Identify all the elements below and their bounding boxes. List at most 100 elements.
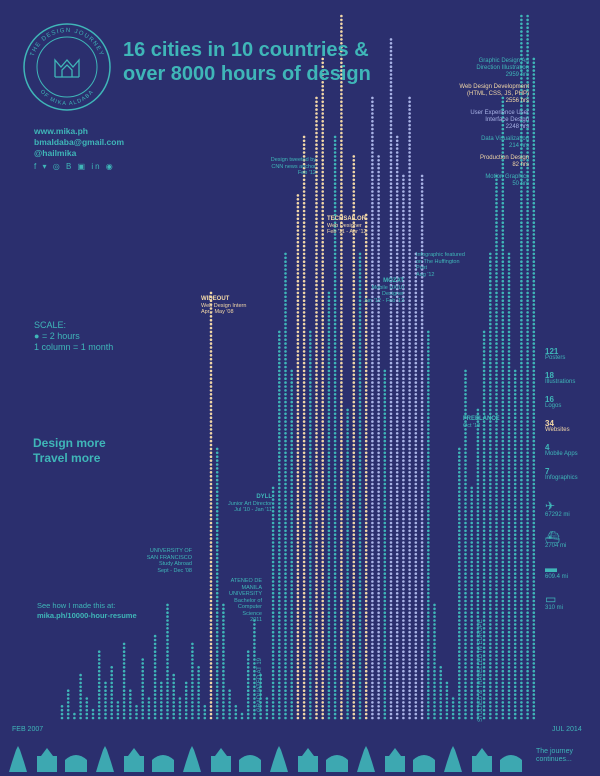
timeline-dot (290, 623, 294, 626)
timeline-dot (209, 443, 213, 447)
timeline-dot (141, 708, 144, 712)
timeline-dot (309, 486, 312, 490)
timeline-dot (364, 377, 368, 381)
timeline-dot (340, 412, 343, 416)
timeline-dot (271, 619, 275, 622)
timeline-dot (309, 459, 312, 462)
timeline-dot (346, 510, 349, 513)
timeline-dot (489, 588, 492, 591)
timeline-dot (340, 689, 343, 692)
timeline-dot (389, 233, 393, 236)
timeline-dot (402, 556, 405, 560)
timeline-dot (315, 377, 318, 381)
timeline-dot (222, 654, 225, 657)
timeline-dot (489, 318, 492, 322)
timeline-dot (383, 642, 387, 646)
timeline-dot (402, 506, 405, 509)
timeline-dot (451, 705, 455, 708)
timeline-dot (501, 252, 505, 256)
timeline-dot (495, 506, 498, 509)
timeline-dot (408, 373, 411, 377)
timeline-dot (364, 607, 368, 611)
timeline-dot (501, 474, 505, 478)
timeline-dot (321, 517, 325, 521)
timeline-dot (402, 342, 405, 345)
timeline-dot (333, 525, 337, 529)
timeline-dot (333, 654, 337, 657)
timeline-dot (358, 681, 362, 685)
timeline-dot (445, 701, 449, 704)
timeline-dot (389, 428, 393, 431)
timeline-dot (377, 389, 380, 392)
timeline-dot (489, 471, 492, 474)
timeline-dot (315, 385, 318, 388)
timeline-dot (433, 701, 436, 704)
timeline-dot (321, 400, 325, 404)
timeline-dot (402, 685, 405, 689)
timeline-dot (309, 439, 312, 443)
timeline-dot (383, 428, 387, 431)
timeline-dot (209, 354, 213, 357)
timeline-dot (414, 556, 418, 560)
timeline-dot (389, 486, 393, 490)
timeline-dot (371, 502, 374, 505)
timeline-dot (513, 619, 517, 622)
timeline-dot (309, 330, 312, 334)
timeline-dot (420, 623, 424, 626)
timeline-dot (501, 603, 505, 607)
timeline-dot (141, 666, 144, 669)
timeline-dot (507, 588, 511, 591)
timeline-dot (321, 681, 325, 685)
timeline-dot (427, 603, 430, 607)
timeline-dot (302, 201, 306, 205)
timeline-dot (352, 424, 356, 427)
timeline-dot (495, 408, 498, 412)
timeline-dot (414, 467, 418, 470)
timeline-dot (414, 474, 418, 478)
timeline-dot (302, 576, 306, 579)
timeline-dot (414, 404, 418, 408)
timeline-dot (321, 65, 325, 68)
timeline-dot (290, 385, 294, 388)
timeline-dot (284, 272, 287, 275)
timeline-dot (371, 229, 374, 232)
timeline-dot (327, 708, 331, 712)
timeline-dot (315, 603, 318, 607)
timeline-dot (333, 646, 337, 650)
timeline-dot (352, 490, 356, 494)
timeline-dot (420, 611, 424, 614)
timeline-dot (340, 568, 343, 572)
timeline-dot (495, 564, 498, 568)
timeline-dot (507, 576, 511, 579)
timeline-dot (364, 689, 368, 692)
timeline-dot (482, 685, 486, 689)
timeline-dot (215, 502, 219, 505)
timeline-dot (340, 65, 343, 68)
timeline-dot (340, 572, 343, 575)
timeline-dot (346, 630, 349, 634)
timeline-dot (215, 580, 219, 583)
timeline-dot (340, 373, 343, 377)
timeline-dot (364, 642, 368, 646)
timeline-dot (271, 552, 275, 556)
timeline-dot (414, 673, 418, 677)
timeline-dot (66, 712, 70, 716)
timeline-dot (253, 677, 256, 681)
timeline-dot (302, 486, 306, 490)
timeline-dot (402, 533, 405, 536)
timeline-dot (364, 588, 368, 591)
timeline-dot (501, 272, 505, 275)
timeline-dot (377, 634, 380, 638)
timeline-dot (315, 393, 318, 396)
timeline-dot (346, 517, 349, 521)
timeline-dot (141, 697, 144, 700)
timeline-dot (315, 439, 318, 443)
timeline-dot (166, 662, 169, 665)
timeline-dot (464, 498, 467, 501)
timeline-dot (333, 428, 337, 431)
timeline-dot (352, 580, 356, 583)
timeline-dot (501, 712, 505, 716)
timeline-dot (476, 541, 480, 544)
timeline-dot (315, 568, 318, 572)
timeline-dot (389, 474, 393, 478)
